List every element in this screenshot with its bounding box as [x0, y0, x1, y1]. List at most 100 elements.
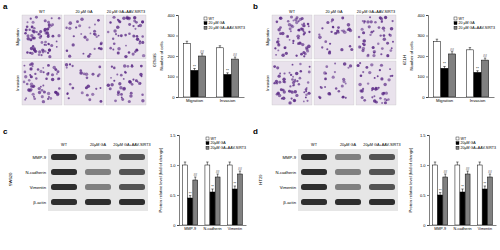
stained-cell	[332, 26, 334, 28]
y-tick: 300	[418, 33, 429, 38]
row-label: Vimentin	[280, 185, 297, 190]
error-bar	[201, 54, 203, 56]
stained-cell	[290, 74, 292, 76]
error-bar-cap	[219, 45, 221, 46]
stained-cell	[40, 35, 42, 37]
stained-cell	[318, 96, 320, 98]
stained-cell	[40, 54, 42, 56]
blot-band	[301, 184, 327, 190]
stained-cell	[283, 72, 285, 74]
stained-cell	[289, 39, 291, 41]
error-bar-cap	[456, 162, 458, 163]
stained-cell	[131, 83, 134, 86]
stained-cell	[26, 34, 29, 37]
column-header: 20μM GA+AAV-SIRT3	[113, 143, 150, 147]
x-tick: N-cadherin	[203, 227, 221, 231]
error-bar-stem	[469, 48, 470, 50]
stained-cell	[380, 64, 383, 67]
micrograph-background	[64, 15, 104, 59]
stained-cell	[288, 90, 291, 93]
stained-cell	[388, 34, 390, 36]
y-tick-label: 200	[168, 54, 176, 59]
blot-band	[85, 169, 111, 175]
stained-cell	[362, 71, 364, 73]
bar	[188, 198, 193, 225]
stained-cell	[362, 39, 366, 43]
y-tick-mark	[426, 36, 428, 37]
stained-cell	[48, 23, 51, 26]
stained-cell	[383, 38, 386, 41]
legend: WT20 μM GA20 μM GA+AAV-SIRT3	[454, 17, 495, 30]
row-label: β-actin	[33, 200, 46, 205]
y-tick: 0	[423, 223, 429, 228]
stained-cell	[290, 30, 292, 32]
error-bar	[194, 177, 196, 180]
error-bar	[226, 73, 228, 75]
y-tick-label: 1.5	[170, 133, 176, 138]
error-bar	[229, 162, 231, 165]
stained-cell	[279, 32, 282, 35]
blot-band	[335, 154, 361, 160]
y-tick: 300	[168, 33, 179, 38]
stained-cell	[97, 75, 100, 78]
stained-cell	[32, 30, 35, 33]
error-bar-stem	[229, 162, 230, 165]
stained-cell	[47, 43, 49, 45]
stained-cell	[373, 51, 375, 53]
stained-cell	[51, 17, 53, 19]
stained-cell	[275, 80, 278, 83]
stained-cell	[28, 28, 30, 30]
stained-cell	[381, 92, 385, 96]
stained-cell	[292, 81, 295, 84]
stained-cell	[140, 65, 143, 68]
micrograph	[64, 61, 104, 105]
stained-cell	[68, 27, 71, 30]
error-bar	[193, 69, 195, 71]
stained-cell	[277, 49, 279, 51]
stained-cell	[284, 46, 287, 49]
stained-cell	[84, 36, 87, 39]
stained-cell	[292, 76, 294, 78]
stained-cell	[87, 85, 91, 89]
y-tick-mark	[427, 135, 429, 136]
bar	[455, 165, 460, 225]
stained-cell	[379, 16, 382, 19]
legend-swatch	[204, 22, 207, 25]
y-tick-mark	[426, 97, 428, 98]
stained-cell	[132, 34, 135, 37]
stained-cell	[294, 100, 296, 102]
stained-cell	[125, 45, 127, 47]
stained-cell	[380, 53, 382, 55]
stained-cell	[371, 96, 373, 98]
plot-area	[183, 162, 243, 225]
stained-cell	[324, 78, 327, 81]
error-bar	[484, 186, 486, 189]
y-tick-label: 0.5	[170, 193, 176, 198]
stained-cell	[119, 86, 122, 89]
stained-cell	[81, 91, 84, 94]
blot-band	[51, 169, 77, 175]
bar	[477, 165, 482, 225]
stained-cell	[383, 83, 386, 86]
stained-cell	[135, 49, 138, 52]
bar	[474, 72, 481, 97]
stained-cell	[117, 52, 120, 55]
stained-cell	[342, 30, 345, 33]
stained-cell	[127, 17, 129, 19]
y-tick-mark	[427, 165, 429, 166]
y-tick-mark	[177, 225, 179, 226]
stained-cell	[363, 43, 366, 46]
stained-cell	[141, 20, 144, 23]
stained-cell	[373, 50, 376, 53]
stained-cell	[75, 26, 77, 28]
stained-cell	[112, 38, 114, 40]
stained-cell	[389, 34, 392, 37]
error-bar-stem	[202, 54, 203, 56]
y-tick: 100	[168, 74, 179, 79]
stained-cell	[66, 67, 68, 69]
stained-cell	[278, 81, 281, 84]
y-axis-title: Number of cells	[409, 41, 414, 70]
stained-cell	[370, 31, 373, 34]
legend-swatch	[206, 137, 209, 140]
x-tick: Vimentin	[478, 227, 492, 231]
